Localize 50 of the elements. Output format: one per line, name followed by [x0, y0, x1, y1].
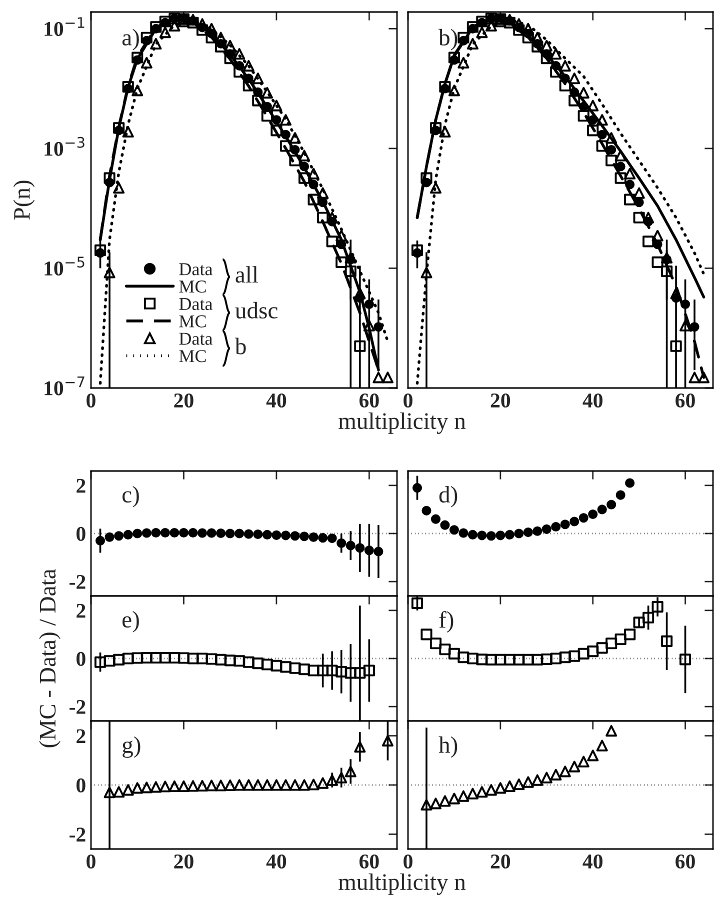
x-tick-label: 20: [174, 393, 194, 408]
y-tick-label: 2: [76, 604, 86, 618]
x-tick-label: 0: [86, 393, 96, 408]
x-tick-label: 0: [404, 393, 412, 408]
annotation: d): [439, 486, 458, 508]
annotation: h): [438, 736, 458, 758]
y-axis-title: P(n): [13, 180, 35, 220]
x-axis-title: multiplicity n: [338, 873, 466, 895]
annotation: udsc: [235, 302, 278, 319]
y-tick-label: 2: [76, 478, 86, 493]
annotation: e): [122, 611, 139, 632]
legend-label: MC: [179, 350, 206, 362]
x-tick-label: 60: [676, 393, 695, 408]
x-tick-label: 20: [490, 393, 510, 408]
y-tick-label: 10$^{−3}$: [44, 136, 84, 156]
x-tick-label: 60: [359, 854, 379, 869]
x-tick-label: 60: [676, 854, 695, 869]
y-tick-label: -2: [70, 700, 86, 714]
y-tick-label: -2: [70, 828, 86, 842]
legend-label: Data: [179, 332, 213, 345]
annotation: f): [439, 611, 454, 633]
y-tick-label: 0: [76, 778, 86, 792]
x-tick-label: 40: [582, 854, 602, 869]
x-tick-label: 60: [359, 393, 379, 408]
annotation: a): [122, 28, 139, 50]
x-tick-label: 40: [582, 393, 602, 408]
y-tick-label: 10$^{−7}$: [44, 376, 84, 396]
legend-label: Data: [179, 298, 213, 310]
y-tick-label: 0: [76, 526, 86, 541]
x-tick-label: 40: [266, 854, 286, 869]
x-tick-label: 20: [174, 854, 194, 869]
annotation: b): [438, 28, 458, 50]
y-tick-label: 0: [76, 652, 86, 666]
y-tick-label: 2: [76, 729, 86, 743]
annotation: c): [122, 486, 139, 508]
x-tick-label: 40: [266, 393, 286, 408]
y-axis-title: (MC - Data) / Data: [39, 569, 60, 748]
annotation: all: [236, 266, 258, 283]
legend-label: MC: [179, 315, 206, 328]
y-tick-label: -2: [70, 575, 86, 589]
y-tick-label: 10$^{−5}$: [44, 256, 84, 276]
x-axis-title: multiplicity n: [338, 412, 466, 434]
y-tick-label: 10$^{−1}$: [44, 17, 84, 36]
legend-label: Data: [179, 263, 213, 276]
legend-label: MC: [179, 280, 206, 293]
x-tick-label: 0: [404, 854, 412, 869]
annotation: b: [234, 338, 246, 354]
x-tick-label: 20: [490, 854, 510, 869]
x-tick-label: 0: [86, 854, 96, 869]
annotation: g): [122, 736, 140, 758]
